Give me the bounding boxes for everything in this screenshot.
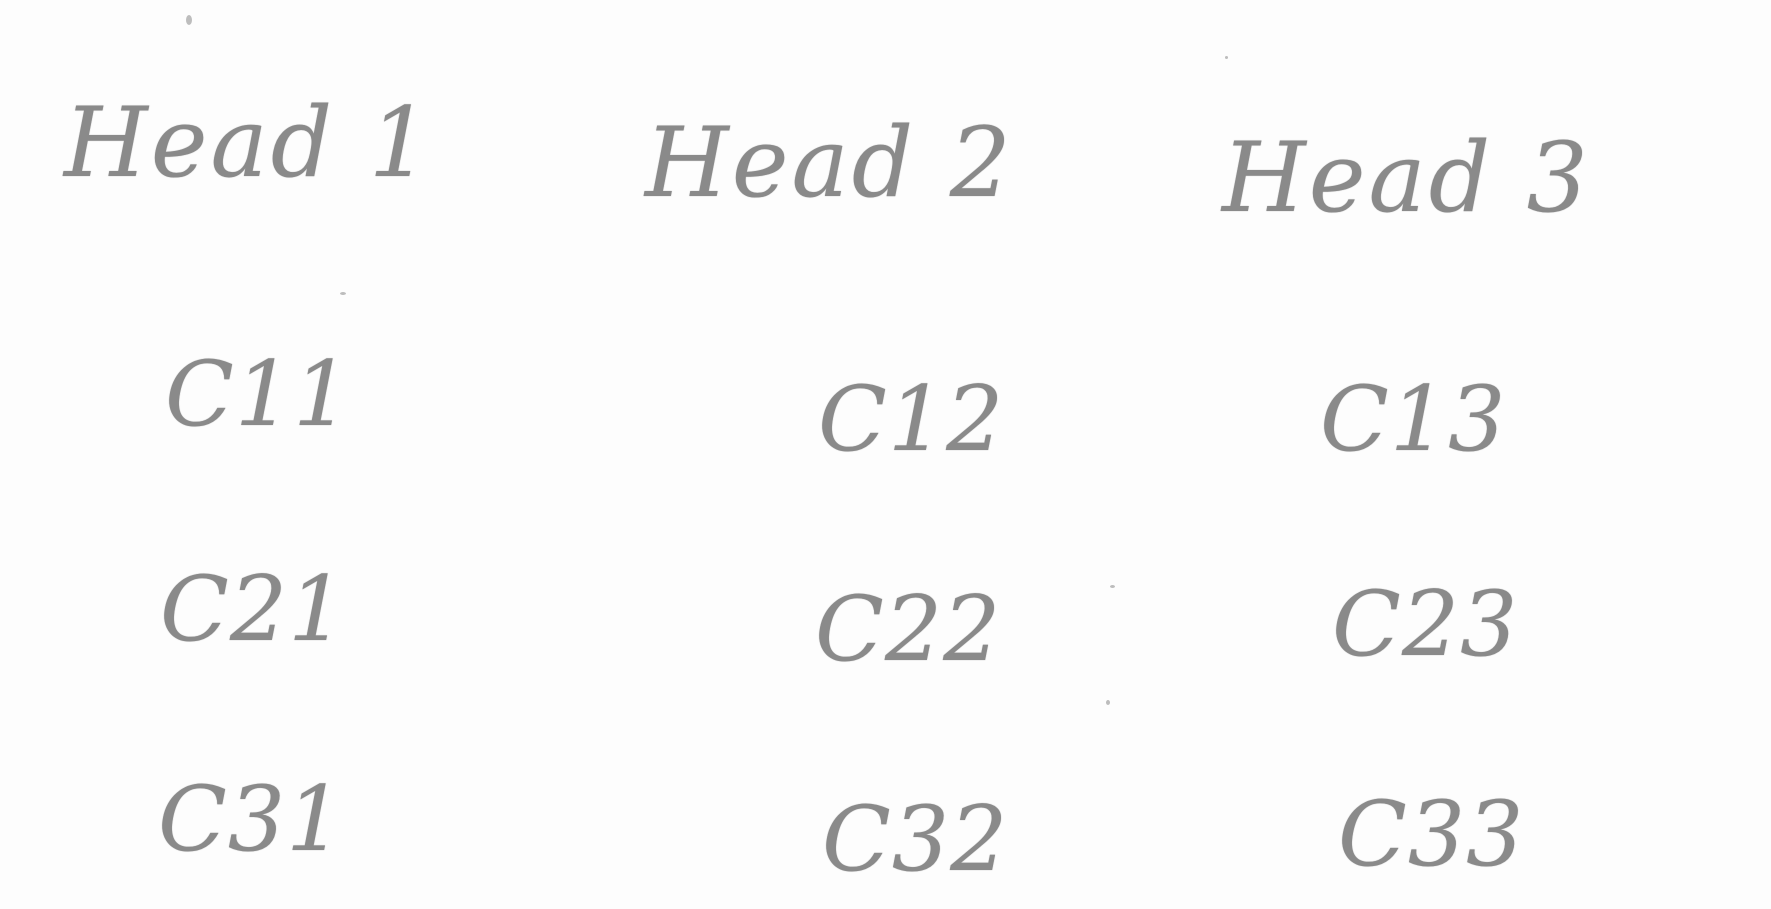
cell-r3-c2: C32 — [822, 787, 1009, 892]
column-header-2: Head 2 — [645, 107, 1014, 219]
cell-r2-c2: C22 — [815, 577, 1002, 682]
cell-r2-c1: C21 — [160, 557, 347, 662]
cell-r1-c3: C13 — [1320, 367, 1507, 472]
cell-r3-c3: C33 — [1338, 782, 1525, 887]
paper-speck — [1110, 585, 1115, 588]
paper-speck — [186, 15, 192, 25]
cell-r1-c2: C12 — [818, 367, 1005, 472]
column-header-1: Head 1 — [64, 87, 433, 199]
cell-r2-c3: C23 — [1332, 572, 1519, 677]
cell-r3-c1: C31 — [158, 767, 345, 872]
cell-r1-c1: C11 — [165, 342, 352, 447]
paper-speck — [1106, 700, 1110, 705]
paper-speck — [1225, 56, 1228, 59]
column-header-3: Head 3 — [1222, 122, 1591, 234]
paper-speck — [340, 292, 346, 295]
